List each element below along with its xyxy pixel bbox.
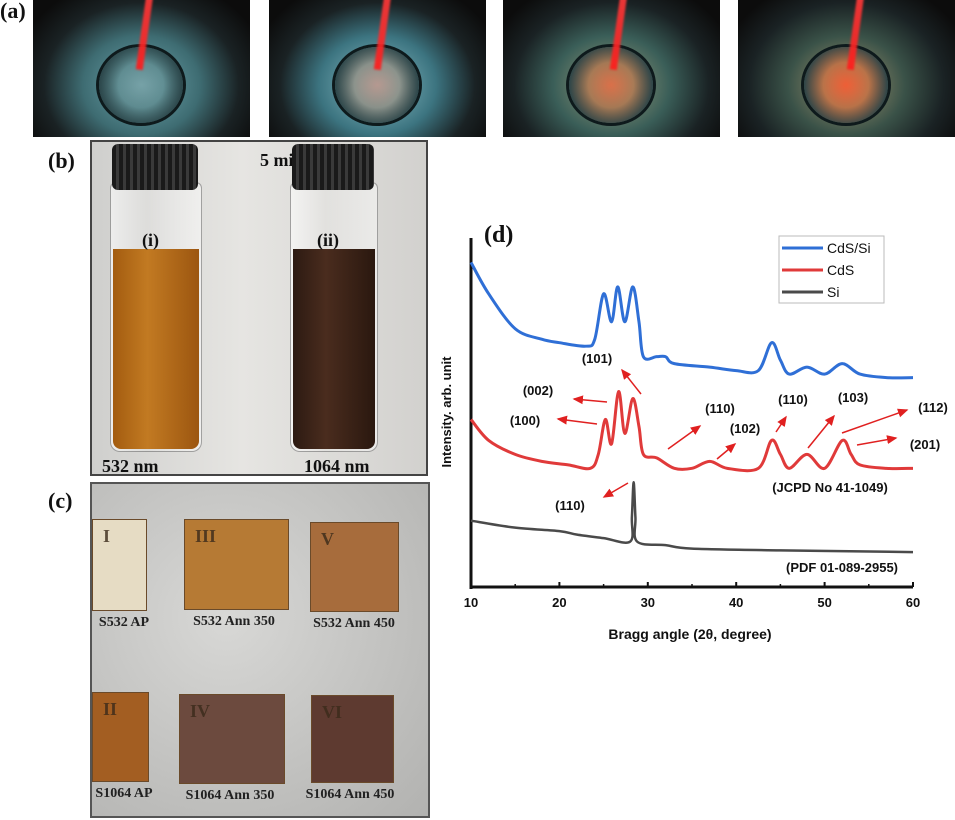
legend-entry: Si — [827, 284, 839, 300]
film-sample: III — [184, 519, 289, 610]
peak-label: (110) — [555, 498, 585, 513]
x-tick-label: 60 — [906, 595, 920, 610]
spin-coater-photo — [738, 0, 955, 137]
peak-label: (102) — [730, 421, 760, 436]
peak-arrow — [856, 435, 898, 446]
sample-roman-numeral: III — [195, 526, 217, 546]
peak-label: (100) — [510, 413, 540, 428]
legend-entry: CdS/Si — [827, 240, 871, 256]
vial-cap — [112, 144, 198, 190]
panel-a-label: (a) — [0, 0, 26, 23]
x-tick-label: 30 — [641, 595, 655, 610]
sample-roman-numeral: II — [103, 699, 118, 719]
peak-label: (110) — [705, 401, 735, 416]
sample-label: S532 AP — [98, 615, 150, 630]
vials-photo: 5 minutes (i) 532 nm (ii) 1064 nm — [90, 140, 428, 476]
sample-label: S1064 Ann 450 — [305, 787, 395, 802]
peak-label: (201) — [910, 437, 940, 452]
x-tick-label: 20 — [552, 595, 566, 610]
film-sample: V — [310, 522, 399, 612]
x-axis-label: Bragg angle (2θ, degree) — [608, 626, 771, 642]
sample-label: S532 Ann 350 — [193, 614, 275, 629]
vial-cap — [292, 144, 374, 190]
peak-arrow — [621, 368, 642, 395]
sample-roman-numeral: I — [103, 526, 111, 546]
peak-label: (103) — [838, 390, 868, 405]
wavelength-label: 1064 nm — [304, 456, 370, 476]
spin-coater-photo — [503, 0, 720, 137]
film-sample: IV — [179, 694, 285, 784]
series-line-cds — [469, 390, 914, 473]
series-line-si — [470, 481, 914, 554]
panel-d-label: (d) — [484, 222, 514, 248]
panel-c-label: (c) — [48, 488, 73, 513]
film-sample: II — [92, 692, 149, 782]
films-photo: I S532 AP III S532 Ann 350 V S532 Ann 450 II S1… — [90, 482, 430, 818]
peak-arrow — [667, 425, 702, 450]
peak-label: (101) — [582, 351, 612, 366]
x-tick-label: 40 — [729, 595, 743, 610]
panel-b-label: (b) — [48, 148, 75, 173]
peak-arrow — [716, 443, 737, 460]
peak-arrow — [807, 414, 835, 449]
wavelength-label: 532 nm — [102, 456, 159, 476]
x-tick-label: 10 — [464, 595, 478, 610]
peak-label: (112) — [918, 400, 948, 415]
peak-label: (002) — [523, 383, 553, 398]
peak-arrow — [572, 395, 608, 405]
vial-1064 — [290, 182, 378, 452]
spin-coater-photo — [33, 0, 250, 137]
vial-id: (ii) — [317, 230, 339, 250]
sample-roman-numeral: IV — [190, 701, 211, 721]
vial-liquid — [293, 249, 375, 449]
series-line-cds-si — [469, 261, 914, 380]
peak-arrow — [841, 408, 909, 434]
peak-label: (JCPD No 41-1049) — [772, 480, 888, 495]
vial-liquid — [113, 249, 199, 449]
sample-roman-numeral: VI — [322, 702, 343, 722]
substrate-disc — [804, 47, 888, 123]
film-sample: I — [92, 519, 147, 611]
sample-label: S532 Ann 450 — [313, 616, 395, 631]
y-axis-label: Intensity. arb. unit — [439, 356, 454, 468]
peak-arrow — [602, 482, 629, 498]
peak-label: (PDF 01-089-2955) — [786, 560, 898, 575]
legend-entry: CdS — [827, 262, 854, 278]
peak-label: (110) — [778, 392, 808, 407]
sample-label: S1064 AP — [95, 786, 153, 801]
spin-coater-photo — [269, 0, 486, 137]
sample-roman-numeral: V — [321, 529, 334, 549]
peak-arrow — [775, 415, 787, 433]
sample-label: S1064 Ann 350 — [185, 788, 275, 803]
x-tick-label: 50 — [817, 595, 831, 610]
peak-arrow — [556, 415, 598, 425]
film-sample: VI — [311, 695, 394, 783]
vial-id: (i) — [142, 230, 159, 250]
